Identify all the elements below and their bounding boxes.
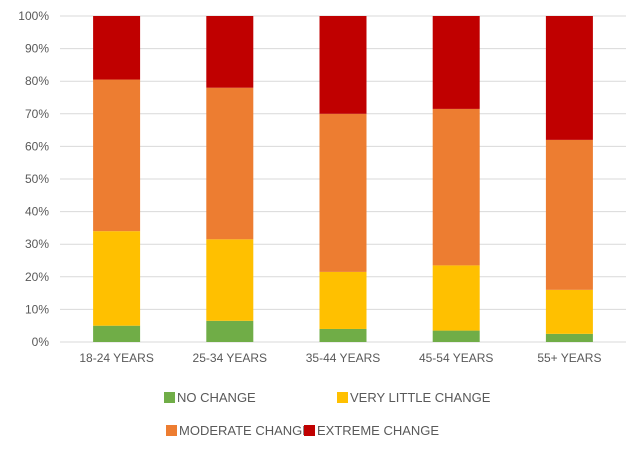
- x-tick-label: 45-54 YEARS: [419, 351, 494, 365]
- y-tick-label: 40%: [25, 205, 49, 219]
- y-tick-label: 50%: [25, 172, 49, 186]
- legend: NO CHANGE VERY LITTLE CHANGE MODERATE CHAN…: [164, 390, 491, 438]
- y-tick-label: 80%: [25, 74, 49, 88]
- bar-segment-very-little-change: [206, 239, 254, 321]
- y-tick-label: 90%: [25, 42, 49, 56]
- bar-segment-very-little-change: [545, 289, 593, 334]
- x-tick-label: 55+ YEARS: [537, 351, 601, 365]
- bar-segment-moderate-change: [319, 113, 367, 272]
- bar-segment-moderate-change: [206, 87, 254, 240]
- x-axis-ticks: 18-24 YEARS 25-34 YEARS 35-44 YEARS 45-54 Y…: [79, 351, 601, 365]
- legend-item: NO CHANGE: [164, 390, 256, 405]
- legend-swatch: [304, 425, 315, 436]
- legend-swatch: [166, 425, 177, 436]
- legend-item: MODERATE CHANGE: [166, 423, 311, 438]
- bar-segment-extreme-change: [206, 16, 254, 88]
- y-axis-ticks: 0% 10% 20% 30% 40% 50% 60% 70% 80% 90% 100%: [18, 9, 49, 349]
- y-tick-label: 10%: [25, 302, 49, 316]
- x-tick-label: 18-24 YEARS: [79, 351, 154, 365]
- y-tick-label: 0%: [32, 335, 50, 349]
- bar-segment-moderate-change: [545, 139, 593, 290]
- x-tick-label: 25-34 YEARS: [193, 351, 268, 365]
- legend-label: MODERATE CHANGE: [179, 423, 311, 438]
- y-tick-label: 60%: [25, 139, 49, 153]
- bar-segment-very-little-change: [432, 265, 480, 331]
- legend-swatch: [337, 392, 348, 403]
- legend-swatch: [164, 392, 175, 403]
- legend-label: NO CHANGE: [177, 390, 256, 405]
- bar-segment-extreme-change: [319, 16, 367, 114]
- legend-item: EXTREME CHANGE: [304, 423, 439, 438]
- bar-segment-moderate-change: [432, 108, 480, 266]
- bar-segment-no-change: [432, 330, 480, 342]
- y-tick-label: 30%: [25, 237, 49, 251]
- x-tick-label: 35-44 YEARS: [306, 351, 381, 365]
- y-tick-label: 70%: [25, 107, 49, 121]
- y-tick-label: 20%: [25, 270, 49, 284]
- legend-label: EXTREME CHANGE: [317, 423, 439, 438]
- bar-segment-no-change: [319, 328, 367, 342]
- y-tick-label: 100%: [18, 9, 49, 23]
- bar-segment-very-little-change: [319, 271, 367, 329]
- bar-segment-extreme-change: [432, 16, 480, 109]
- bar-segment-very-little-change: [93, 231, 141, 326]
- bar-segment-no-change: [545, 333, 593, 342]
- bar-segment-extreme-change: [93, 16, 141, 80]
- legend-label: VERY LITTLE CHANGE: [350, 390, 491, 405]
- legend-item: VERY LITTLE CHANGE: [337, 390, 491, 405]
- bar-segment-no-change: [206, 320, 254, 342]
- bars: [93, 16, 593, 342]
- bar-segment-extreme-change: [545, 16, 593, 140]
- bar-segment-no-change: [93, 325, 141, 342]
- bar-segment-moderate-change: [93, 79, 141, 232]
